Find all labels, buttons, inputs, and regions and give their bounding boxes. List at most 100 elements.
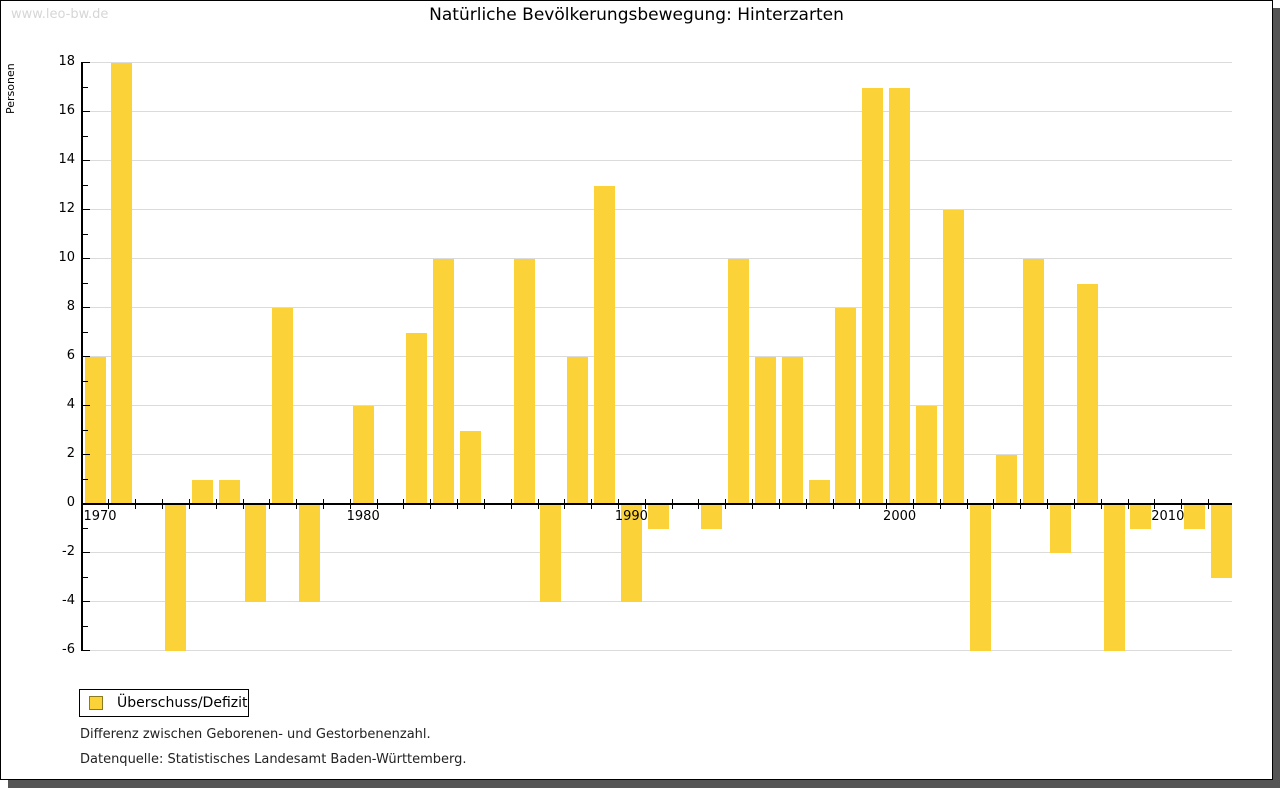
- x-tick: [537, 499, 539, 509]
- bar-2006: [1050, 504, 1072, 553]
- x-tick: [671, 499, 673, 509]
- y-tick: [83, 160, 90, 161]
- plot-area: 1970 1980 1990 2000 2010: [81, 62, 1233, 651]
- gridline: [81, 160, 1232, 161]
- x-tick: [376, 499, 378, 509]
- bar-2002: [942, 210, 964, 504]
- x-tick: [752, 499, 754, 509]
- bar-1999: [862, 87, 884, 504]
- bar-1971: [111, 63, 133, 504]
- bar-1989: [594, 185, 616, 504]
- x-tick-label: 1990: [614, 509, 648, 524]
- bar-1987: [540, 504, 562, 602]
- bar-2007: [1076, 283, 1098, 504]
- bar-1976: [245, 504, 267, 602]
- bar-2009: [1130, 504, 1152, 529]
- bar-1994: [728, 259, 750, 504]
- x-tick: [510, 499, 512, 509]
- x-tick: [457, 499, 459, 509]
- y-tick-label: 18: [58, 54, 75, 69]
- x-tick: [725, 499, 727, 509]
- x-tick: [188, 499, 190, 509]
- gridline: [81, 650, 1232, 651]
- y-axis-line: [81, 62, 83, 651]
- x-tick: [564, 499, 566, 509]
- y-tick: [83, 527, 88, 529]
- chart-title: Natürliche Bevölkerungsbewegung: Hinterz…: [429, 5, 844, 25]
- x-tick: [483, 499, 485, 509]
- y-tick: [83, 380, 88, 382]
- bar-1970: [84, 357, 106, 504]
- y-tick-label: -6: [62, 642, 75, 657]
- x-tick-label: 1980: [346, 509, 380, 524]
- y-tick-label: 0: [66, 495, 75, 510]
- bar-1977: [272, 308, 294, 504]
- bar-1996: [781, 357, 803, 504]
- bar-2008: [1103, 504, 1125, 651]
- x-tick-label: 2010: [1151, 509, 1185, 524]
- x-tick: [108, 499, 110, 509]
- y-tick-label: 12: [58, 201, 75, 216]
- y-tick-label: -2: [62, 544, 75, 559]
- bar-1986: [513, 259, 535, 504]
- gridline: [81, 356, 1232, 357]
- y-tick: [83, 405, 90, 406]
- x-tick: [1047, 499, 1049, 509]
- x-tick: [242, 499, 244, 509]
- x-tick: [215, 499, 217, 509]
- y-tick-label: 14: [58, 152, 75, 167]
- x-tick: [913, 499, 914, 509]
- bar-1982: [406, 332, 428, 504]
- bar-1983: [433, 259, 455, 504]
- bar-1973: [164, 504, 186, 651]
- y-tick-label: 2: [66, 446, 75, 461]
- legend: Überschuss/Defizit: [79, 689, 249, 717]
- gridline: [81, 307, 1232, 308]
- bar-1991: [647, 504, 669, 529]
- x-tick: [1100, 499, 1102, 509]
- x-tick-label: 1970: [83, 509, 117, 524]
- y-tick: [83, 552, 90, 553]
- y-tick-label: 6: [66, 348, 75, 363]
- watermark: www.leo-bw.de: [11, 7, 109, 22]
- x-tick: [832, 499, 834, 509]
- x-tick: [1073, 499, 1075, 509]
- x-tick: [617, 499, 619, 509]
- y-tick: [83, 258, 90, 259]
- bar-1978: [299, 504, 321, 602]
- x-tick: [1208, 499, 1210, 509]
- gridline: [81, 111, 1232, 112]
- x-tick: [939, 499, 941, 509]
- x-tick: [805, 499, 807, 509]
- y-tick: [83, 282, 88, 284]
- x-tick: [269, 499, 271, 509]
- x-tick: [322, 499, 324, 509]
- x-tick: [1154, 499, 1156, 509]
- y-axis-title: Personen: [4, 63, 17, 114]
- x-tick: [778, 499, 780, 509]
- y-tick: [83, 576, 88, 578]
- bar-1980: [352, 406, 374, 504]
- y-tick: [83, 454, 90, 455]
- y-tick: [83, 625, 88, 627]
- footnote-definition: Differenz zwischen Geborenen- und Gestor…: [80, 727, 431, 742]
- x-tick: [1127, 499, 1129, 509]
- gridline: [81, 405, 1232, 406]
- y-tick-label: 8: [66, 299, 75, 314]
- y-tick: [83, 209, 90, 210]
- bar-1974: [191, 479, 213, 504]
- bar-2011: [1184, 504, 1206, 529]
- bar-2004: [996, 455, 1018, 504]
- legend-swatch: [89, 696, 103, 710]
- gridline: [81, 209, 1232, 210]
- x-tick: [1020, 499, 1022, 509]
- x-tick: [591, 499, 593, 509]
- legend-label: Überschuss/Defizit: [117, 695, 248, 711]
- gridline: [81, 258, 1232, 259]
- x-tick: [886, 499, 888, 509]
- x-tick: [966, 499, 968, 509]
- x-tick: [403, 499, 405, 509]
- footnote-source: Datenquelle: Statistisches Landesamt Bad…: [80, 752, 467, 767]
- y-tick: [83, 62, 90, 63]
